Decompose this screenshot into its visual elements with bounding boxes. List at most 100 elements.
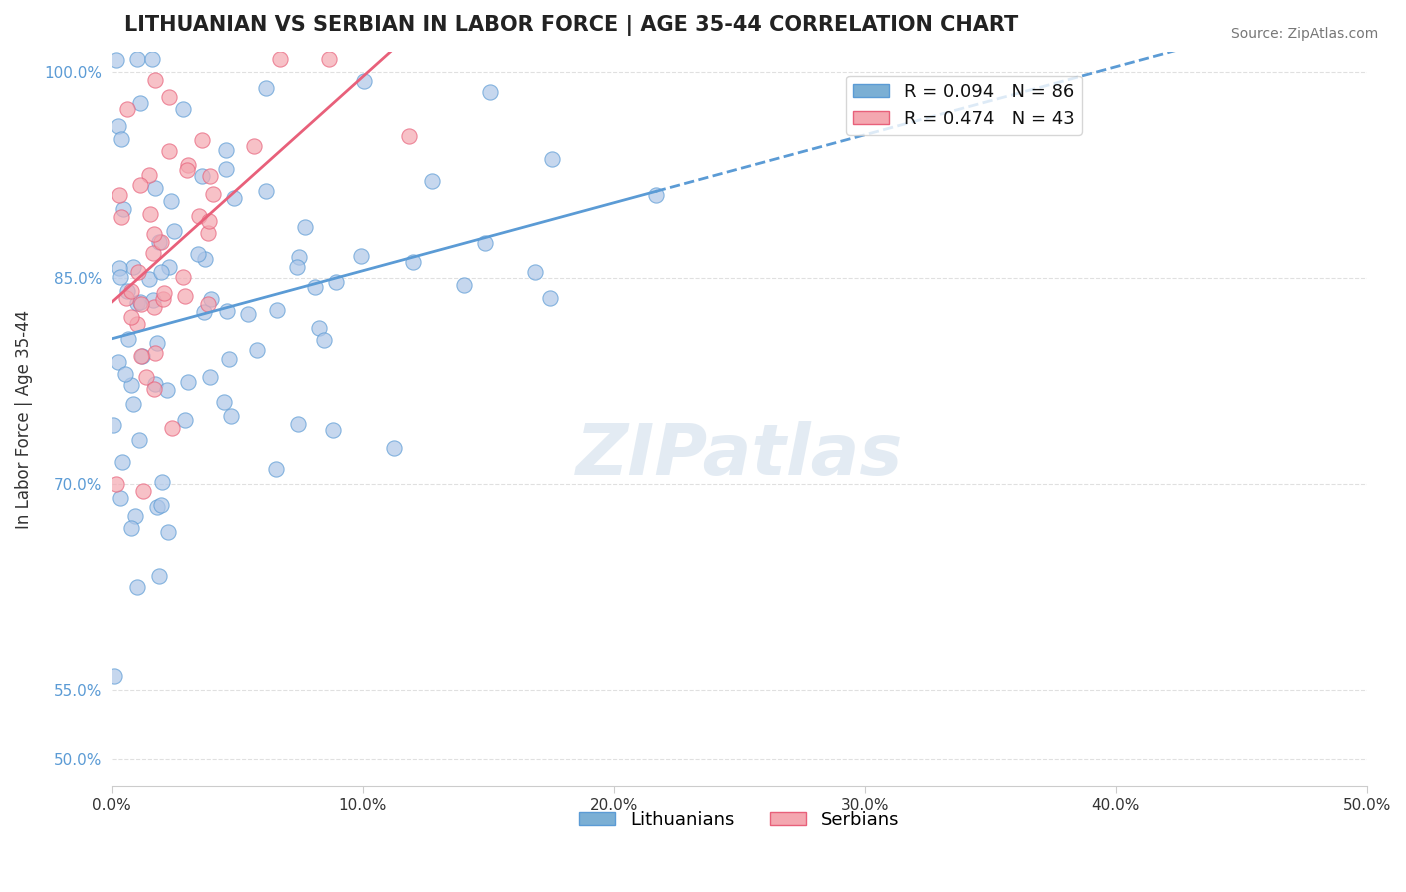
Legend: Lithuanians, Serbians: Lithuanians, Serbians [572,804,907,836]
Point [148,235,170,249]
Point [122,260,145,274]
Point [120,521,142,535]
Point [174,289,197,303]
Point [215,161,238,176]
Point [201,187,224,202]
Point [101,418,124,433]
Point [110,269,132,284]
Point [135,370,157,384]
Point [322,423,344,437]
Point [198,169,221,183]
Point [103,669,125,683]
Point [264,462,287,476]
Point [107,355,129,369]
Point [285,260,308,275]
Point [120,377,142,392]
Point [176,163,198,178]
Point [129,178,152,193]
Point [139,207,162,221]
Point [478,85,501,99]
Point [157,89,180,103]
Point [128,295,150,310]
Point [150,265,173,279]
Point [127,265,149,279]
Text: LITHUANIAN VS SERBIAN IN LABOR FORCE | AGE 35-44 CORRELATION CHART: LITHUANIAN VS SERBIAN IN LABOR FORCE | A… [124,15,1018,36]
Point [127,52,149,66]
Point [105,53,128,67]
Point [117,332,139,346]
Point [318,52,340,66]
Point [120,284,142,298]
Point [191,169,214,183]
Point [266,303,288,318]
Point [160,421,183,435]
Point [152,292,174,306]
Point [350,249,373,263]
Point [138,169,160,183]
Point [142,293,165,308]
Point [110,455,132,469]
Point [128,433,150,447]
Point [117,285,139,299]
Point [146,336,169,351]
Point [245,343,267,357]
Point [644,188,666,202]
Point [129,296,152,310]
Point [114,368,136,382]
Point [254,184,277,198]
Point [110,131,132,145]
Point [325,275,347,289]
Point [138,272,160,286]
Point [125,296,148,310]
Point [157,260,180,275]
Point [398,129,420,144]
Point [143,377,166,392]
Point [107,119,129,133]
Point [215,143,238,157]
Point [200,293,222,307]
Point [124,508,146,523]
Point [148,568,170,582]
Point [156,383,179,397]
Point [173,413,195,427]
Point [304,280,326,294]
Point [236,307,259,321]
Point [217,303,239,318]
Point [187,209,209,223]
Point [269,52,291,66]
Point [129,349,152,363]
Point [143,181,166,195]
Point [143,346,166,360]
Point [162,224,184,238]
Point [218,352,240,367]
Point [143,73,166,87]
Point [474,235,496,250]
Point [194,252,217,267]
Point [254,80,277,95]
Point [172,269,194,284]
Point [384,441,406,455]
Point [540,152,562,166]
Point [243,139,266,153]
Point [353,74,375,88]
Point [122,397,145,411]
Point [142,382,165,396]
Point [538,291,561,305]
Point [150,498,173,512]
Point [108,491,131,505]
Point [132,484,155,499]
Point [187,247,209,261]
Point [453,278,475,293]
Point [146,500,169,514]
Point [287,417,309,431]
Point [153,285,176,300]
Point [142,227,165,242]
Point [115,291,138,305]
Point [402,255,425,269]
Point [193,305,215,319]
Point [420,174,443,188]
Point [131,349,153,363]
Point [219,409,242,423]
Point [172,102,194,116]
Point [308,321,330,335]
